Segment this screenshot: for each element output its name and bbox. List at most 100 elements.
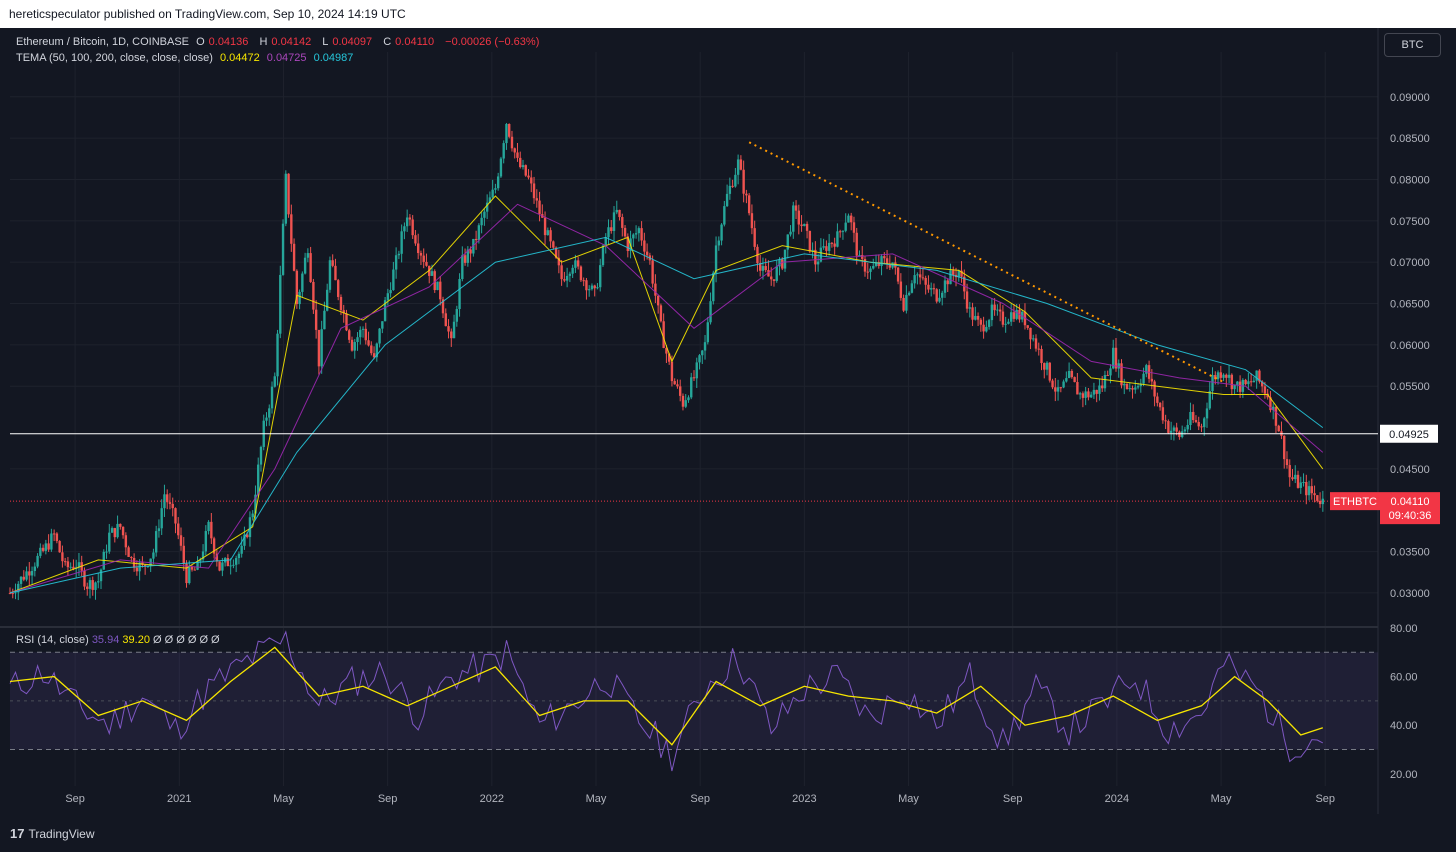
time-tick-label: May bbox=[898, 793, 919, 805]
candle-body bbox=[160, 508, 163, 529]
candle-body bbox=[157, 528, 161, 532]
candle-body bbox=[1283, 435, 1286, 460]
candle-body bbox=[317, 329, 321, 367]
candle-body bbox=[546, 230, 550, 236]
candle-body bbox=[372, 353, 376, 358]
candle-body bbox=[574, 260, 577, 268]
candle-body bbox=[392, 269, 395, 291]
candle-body bbox=[927, 284, 930, 290]
tema-line bbox=[9, 236, 1324, 594]
candle-body bbox=[19, 576, 23, 584]
candle-body bbox=[1125, 383, 1129, 390]
candle-body bbox=[728, 185, 732, 194]
candle-body bbox=[841, 230, 845, 232]
candle-body bbox=[1260, 381, 1264, 387]
candle-body bbox=[560, 265, 563, 280]
candle-body bbox=[1258, 370, 1261, 382]
candle-body bbox=[237, 553, 241, 559]
candle-body bbox=[1081, 393, 1085, 398]
candle-body bbox=[130, 556, 133, 559]
candle-body bbox=[1029, 327, 1032, 340]
candle-body bbox=[681, 395, 685, 407]
candle-body bbox=[1252, 380, 1256, 383]
candle-body bbox=[72, 566, 75, 569]
trendline bbox=[748, 141, 1224, 383]
candle-body bbox=[731, 185, 734, 187]
candle-body bbox=[772, 279, 776, 281]
candle-body bbox=[814, 249, 817, 265]
candle-body bbox=[63, 561, 67, 563]
candle-body bbox=[767, 270, 770, 277]
candle-body bbox=[86, 586, 89, 589]
symbol-tag-bg bbox=[1330, 492, 1380, 511]
candle-body bbox=[345, 313, 348, 331]
candle-body bbox=[703, 342, 707, 351]
support-line-label-bg bbox=[1380, 424, 1438, 443]
time-tick-label: 2021 bbox=[167, 793, 191, 805]
candle-body bbox=[712, 272, 715, 302]
candle-body bbox=[819, 247, 823, 262]
candle-body bbox=[1120, 363, 1123, 386]
candle-body bbox=[295, 270, 299, 305]
candle-body bbox=[226, 558, 230, 567]
candle-body bbox=[1271, 406, 1275, 411]
candle-body bbox=[736, 159, 740, 175]
candle-body bbox=[1089, 394, 1093, 398]
candle-body bbox=[273, 376, 276, 387]
candle-body bbox=[334, 265, 337, 281]
candle-body bbox=[670, 361, 674, 382]
candle-body bbox=[786, 234, 789, 250]
candle-body bbox=[902, 297, 905, 311]
candle-body bbox=[935, 289, 938, 302]
countdown-tag: 09:40:36 bbox=[1389, 510, 1432, 522]
candle-body bbox=[604, 237, 607, 246]
tradingview-logo[interactable]: 17 TradingView bbox=[10, 826, 95, 841]
candle-body bbox=[679, 386, 682, 396]
last-price-tag-bg bbox=[1380, 492, 1440, 525]
candle-body bbox=[1274, 406, 1278, 426]
candle-body bbox=[196, 561, 199, 570]
close-value: C 0.04110 bbox=[383, 36, 435, 48]
candle-body bbox=[949, 270, 952, 285]
candle-body bbox=[1230, 374, 1234, 390]
symbol-title: Ethereum / Bitcoin, 1D, COINBASE bbox=[16, 36, 190, 48]
candle-body bbox=[386, 293, 390, 301]
candle-body bbox=[654, 283, 657, 296]
candle-body bbox=[41, 547, 45, 551]
symbol-legend: Ethereum / Bitcoin, 1D, COINBASE O 0.0413… bbox=[16, 36, 543, 48]
candle-body bbox=[899, 281, 903, 298]
candle-body bbox=[1158, 402, 1162, 408]
candle-body bbox=[607, 227, 610, 238]
candle-body bbox=[1285, 459, 1289, 466]
candle-body bbox=[1236, 381, 1239, 385]
candle-body bbox=[411, 219, 414, 236]
candle-body bbox=[1128, 388, 1131, 390]
candle-body bbox=[290, 214, 293, 244]
candle-body bbox=[113, 528, 117, 538]
tv-logo-text: TradingView bbox=[28, 826, 95, 841]
candle-body bbox=[587, 289, 591, 291]
support-line-label: 0.04925 bbox=[1389, 429, 1429, 441]
rsi-tick-label: 40.00 bbox=[1390, 720, 1418, 732]
candle-body bbox=[287, 173, 290, 215]
candle-body bbox=[331, 260, 334, 266]
candle-body bbox=[830, 242, 834, 244]
price-chart[interactable]: 0.09000 0.08500 0.08000 0.07500 0.07000 0.065… bbox=[0, 28, 1456, 814]
candle-body bbox=[416, 243, 420, 254]
publisher-bar: hereticspeculator published on TradingVi… bbox=[0, 0, 1456, 28]
candle-body bbox=[455, 309, 459, 322]
candle-body bbox=[394, 255, 398, 270]
candle-body bbox=[367, 340, 370, 346]
candle-body bbox=[1307, 486, 1311, 496]
candle-body bbox=[601, 245, 605, 266]
candle-body bbox=[243, 534, 246, 546]
candle-body bbox=[916, 274, 919, 276]
candle-body bbox=[1012, 312, 1016, 319]
time-tick-label: Sep bbox=[1315, 793, 1335, 805]
candle-body bbox=[359, 329, 362, 338]
candle-body bbox=[378, 328, 381, 344]
candle-body bbox=[770, 276, 773, 280]
currency-button[interactable]: BTC bbox=[1384, 33, 1441, 57]
candle-body bbox=[505, 123, 508, 144]
candle-body bbox=[1109, 368, 1112, 376]
